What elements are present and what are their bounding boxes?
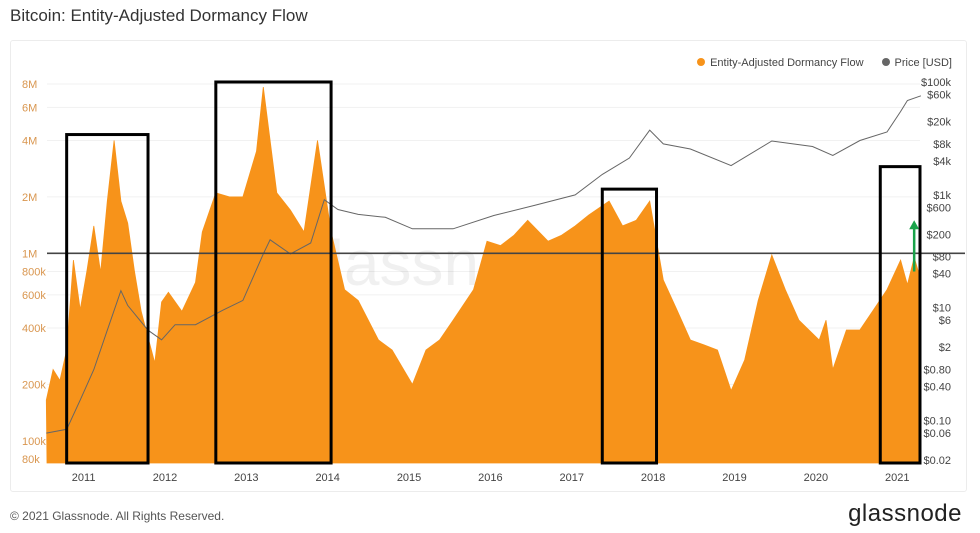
left-tick-label: 4M [22, 135, 37, 147]
left-tick-label: 6M [22, 102, 37, 114]
right-tick-label: $0.40 [923, 382, 951, 394]
right-tick-label: $100k [921, 77, 951, 89]
x-tick-label: 2018 [641, 472, 665, 484]
dormancy-flow-area [45, 87, 922, 464]
left-tick-label: 8M [22, 79, 37, 91]
left-tick-label: 400k [22, 323, 46, 335]
glassnode-logo: glassnode [848, 500, 962, 527]
right-tick-label: $80 [933, 252, 951, 264]
legend-dot-price [881, 58, 890, 66]
x-tick-label: 2011 [72, 472, 96, 484]
x-tick-label: 2015 [397, 472, 421, 484]
left-tick-label: 100k [22, 436, 46, 448]
price-line [46, 95, 922, 434]
right-tick-label: $8k [933, 139, 951, 151]
highlight-box [214, 80, 333, 465]
copyright: © 2021 Glassnode. All Rights Reserved. [10, 509, 225, 523]
x-tick-label: 2012 [153, 472, 177, 484]
right-tick-label: $600 [927, 202, 951, 214]
right-tick-label: $40 [933, 269, 951, 281]
highlight-box [878, 165, 922, 465]
legend: Entity-Adjusted Dormancy Flow Price [USD… [697, 57, 952, 69]
left-tick-label: 600k [22, 290, 46, 302]
highlight-box [600, 187, 659, 465]
left-tick-label: 2M [22, 192, 37, 204]
x-tick-label: 2014 [315, 472, 339, 484]
right-tick-label: $6 [939, 315, 951, 327]
x-tick-label: 2019 [722, 472, 746, 484]
legend-label-flow: Entity-Adjusted Dormancy Flow [710, 57, 864, 69]
left-tick-label: 1M [22, 248, 37, 260]
right-tick-label: $4k [933, 156, 951, 168]
right-tick-label: $1k [933, 190, 951, 202]
legend-label-price: Price [USD] [894, 57, 952, 69]
x-tick-label: 2016 [478, 472, 502, 484]
highlight-box [65, 133, 150, 465]
up-arrow-icon [909, 220, 920, 230]
right-tick-label: $60k [927, 90, 951, 102]
right-tick-label: $2 [939, 342, 951, 354]
right-tick-label: $200 [927, 229, 951, 241]
right-tick-label: $0.06 [923, 428, 951, 440]
right-tick-label: $0.02 [923, 455, 951, 467]
right-tick-label: $0.80 [923, 365, 951, 377]
right-tick-label: $20k [927, 116, 951, 128]
x-tick-label: 2020 [804, 472, 828, 484]
legend-dot-flow [697, 58, 706, 66]
page-title: Bitcoin: Entity-Adjusted Dormancy Flow [10, 6, 308, 25]
left-tick-label: 800k [22, 267, 46, 279]
left-tick-label: 80k [22, 454, 40, 466]
right-tick-label: $10 [933, 303, 951, 315]
x-tick-label: 2017 [560, 472, 584, 484]
x-tick-label: 2013 [234, 472, 258, 484]
x-tick-label: 2021 [885, 472, 909, 484]
left-tick-label: 200k [22, 379, 46, 391]
legend-item-flow[interactable]: Entity-Adjusted Dormancy Flow [697, 57, 864, 69]
legend-item-price[interactable]: Price [USD] [881, 57, 952, 69]
right-tick-label: $0.10 [923, 416, 951, 428]
